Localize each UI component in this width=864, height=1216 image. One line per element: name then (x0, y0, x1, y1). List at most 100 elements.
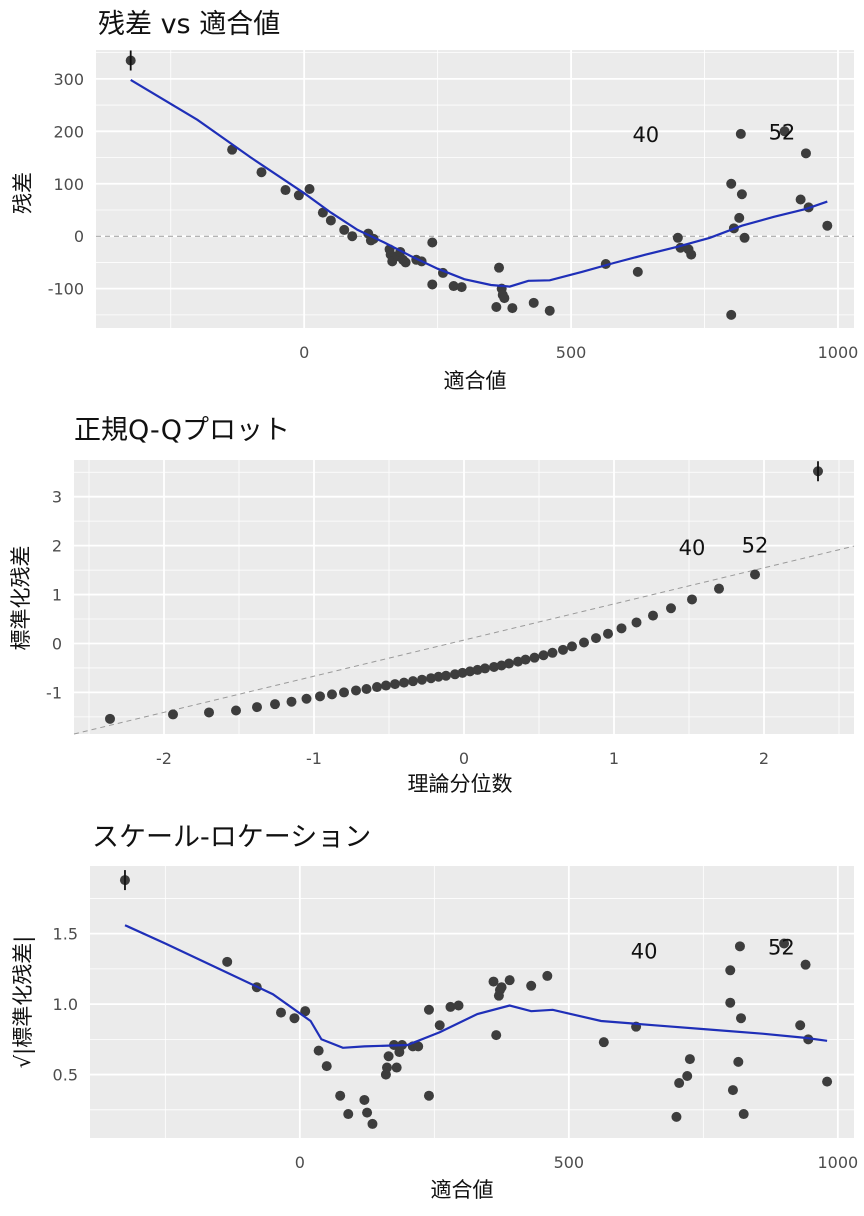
data-points (119, 875, 833, 1129)
data-point (390, 679, 400, 690)
data-point (631, 617, 642, 628)
point-label: 40 (631, 940, 658, 964)
axis-tick-labels: 0 500 1000 0.5 1.0 1.5 (53, 925, 859, 1172)
data-point (598, 1037, 609, 1048)
data-point (347, 231, 358, 242)
axis-tick-labels: -2 -1 0 1 2 -1 0 1 2 3 (46, 488, 769, 768)
plot-panel (96, 50, 854, 328)
data-point (726, 309, 737, 320)
data-point (361, 683, 372, 694)
y-tick-label: 0 (74, 227, 84, 246)
data-point (335, 1090, 346, 1101)
point-label: 52 (742, 534, 769, 558)
data-point (321, 1061, 332, 1072)
y-tick-label: 1.0 (53, 995, 78, 1014)
axis-tick-labels: 0 500 1000 -100 0 100 200 300 (48, 70, 859, 362)
x-tick-label: 0 (299, 343, 309, 362)
data-point (528, 297, 539, 308)
data-point (301, 693, 312, 704)
reference-line (73, 545, 855, 735)
data-point (674, 1078, 685, 1089)
data-point (413, 1041, 424, 1052)
y-tick-label: 200 (53, 122, 84, 141)
data-point (591, 633, 601, 644)
data-point (739, 232, 750, 243)
data-point (671, 1111, 682, 1122)
data-point (391, 1062, 402, 1073)
x-tick-label: 0 (459, 749, 469, 768)
smooth-trend-line (124, 924, 828, 1049)
data-point (453, 1000, 464, 1011)
data-point (286, 696, 297, 707)
data-point (362, 1107, 373, 1118)
scale-location-chart: スケール-ロケーション 40 52 0 500 1000 0.5 1.0 1.5 適合値 √… (11, 822, 859, 1202)
data-point (325, 215, 336, 226)
data-point (289, 1013, 300, 1024)
data-point (727, 1085, 738, 1096)
data-point (526, 980, 537, 991)
data-point (423, 1090, 434, 1101)
data-point (472, 664, 483, 675)
data-point (489, 661, 499, 672)
chart-title: 正規Q-Qプロット (74, 415, 290, 446)
point-label: 52 (769, 120, 796, 144)
data-point (222, 956, 233, 967)
chart-title: 残差 vs 適合値 (98, 9, 280, 40)
y-tick-label: 100 (53, 175, 84, 194)
data-point (547, 647, 558, 658)
x-axis-label: 適合値 (431, 1178, 494, 1202)
y-axis-label: √|標準化残差| (11, 936, 36, 1069)
y-tick-label: 3 (52, 488, 62, 507)
x-axis-label: 理論分位数 (408, 772, 513, 796)
x-tick-label: -1 (306, 749, 322, 768)
data-point (822, 1076, 833, 1087)
data-point (567, 641, 577, 652)
data-point (558, 644, 568, 655)
y-axis-label: 標準化残差 (9, 546, 33, 651)
data-point (822, 220, 833, 231)
data-point (725, 997, 736, 1008)
data-point (465, 666, 475, 677)
data-point (750, 569, 760, 580)
data-point (168, 709, 178, 720)
data-point (339, 224, 350, 235)
data-point (399, 677, 409, 688)
data-point (684, 1054, 695, 1065)
data-point (800, 959, 811, 970)
data-point (494, 262, 505, 273)
data-point (736, 189, 747, 200)
data-point (293, 190, 304, 201)
data-point (507, 303, 518, 314)
smooth-trend-line (130, 78, 828, 288)
data-point (529, 652, 540, 663)
data-point (542, 970, 553, 981)
chart-title: スケール-ロケーション (92, 822, 371, 853)
data-point (427, 237, 438, 248)
data-point (280, 185, 291, 196)
data-point (417, 674, 427, 685)
data-point (735, 128, 746, 139)
data-point (359, 1094, 370, 1105)
y-tick-label: -1 (46, 683, 62, 702)
data-point (480, 663, 490, 674)
data-point (736, 1013, 747, 1024)
x-tick-label: 0 (295, 1153, 305, 1172)
data-point (327, 689, 337, 700)
data-point (231, 705, 241, 716)
x-tick-label: 1000 (818, 343, 859, 362)
y-tick-label: 1 (52, 586, 62, 605)
y-axis-label: 残差 (11, 172, 35, 214)
data-points (105, 466, 823, 724)
x-tick-label: 500 (556, 343, 587, 362)
y-tick-label: 0 (52, 634, 62, 653)
data-point (408, 676, 418, 687)
data-point (252, 702, 262, 713)
x-tick-label: 2 (759, 749, 769, 768)
y-tick-label: 1.5 (53, 925, 78, 944)
data-point (383, 1051, 394, 1062)
data-point (496, 982, 507, 993)
qq-reference-line (73, 545, 855, 735)
x-tick-label: 500 (554, 1153, 585, 1172)
data-point (714, 583, 724, 594)
data-point (441, 670, 451, 681)
